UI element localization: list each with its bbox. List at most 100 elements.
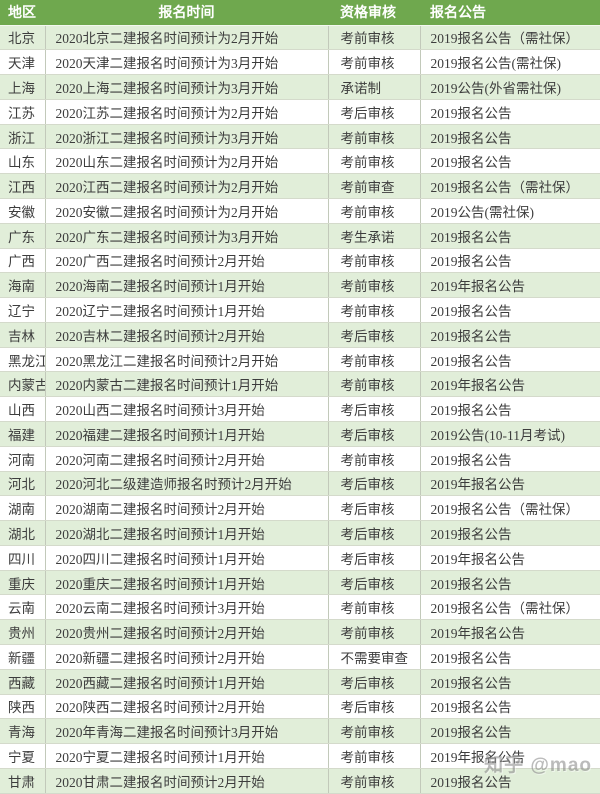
cell-time: 2020重庆二建报名时间预计1月开始 [45, 570, 329, 596]
cell-region: 湖北 [0, 520, 46, 546]
table-row: 天津 2020天津二建报名时间预计为3月开始 考前审核 2019报名公告(需社保… [0, 49, 600, 76]
cell-region: 重庆 [0, 570, 46, 596]
cell-notice: 2019年报名公告 [420, 619, 600, 646]
cell-region: 福建 [0, 421, 46, 447]
cell-time: 2020福建二建报名时间预计1月开始 [45, 421, 329, 447]
cell-region: 青海 [0, 718, 46, 745]
cell-notice: 2019报名公告(需社保) [420, 49, 600, 76]
cell-time: 2020天津二建报名时间预计为3月开始 [45, 49, 329, 76]
cell-notice: 2019公告(外省需社保) [420, 74, 600, 100]
cell-time: 2020湖南二建报名时间预计2月开始 [45, 495, 329, 522]
cell-region: 广西 [0, 248, 46, 274]
column-header-region: 地区 [0, 0, 45, 26]
table-row: 广西 2020广西二建报名时间预计2月开始 考前审核 2019报名公告 [0, 248, 600, 274]
cell-region: 山西 [0, 396, 46, 422]
cell-notice: 2019报名公告 [420, 570, 600, 596]
cell-notice: 2019年报名公告 [420, 545, 600, 571]
cell-review: 考后审核 [328, 396, 421, 422]
cell-notice: 2019报名公告 [420, 148, 600, 175]
cell-notice: 2019报名公告 [420, 99, 600, 125]
cell-region: 湖南 [0, 495, 46, 522]
column-header-review: 资格审核 [328, 0, 420, 26]
cell-notice: 2019报名公告 [420, 248, 600, 274]
table-row: 重庆 2020重庆二建报名时间预计1月开始 考后审核 2019报名公告 [0, 570, 600, 596]
cell-review: 考前审核 [328, 743, 421, 769]
cell-region: 贵州 [0, 619, 46, 646]
table-row: 海南 2020海南二建报名时间预计1月开始 考前审核 2019年报名公告 [0, 272, 600, 299]
cell-notice: 2019年报名公告 [420, 471, 600, 497]
cell-review: 考前审核 [328, 272, 421, 299]
cell-review: 考前审查 [328, 173, 421, 199]
cell-time: 2020四川二建报名时间预计1月开始 [45, 545, 329, 571]
table-row: 云南 2020云南二建报名时间预计3月开始 考前审核 2019报名公告（需社保） [0, 594, 600, 621]
cell-region: 宁夏 [0, 743, 46, 769]
cell-region: 浙江 [0, 124, 46, 150]
cell-review: 考后审核 [328, 520, 421, 546]
table-row: 内蒙古 2020内蒙古二建报名时间预计1月开始 考前审核 2019年报名公告 [0, 371, 600, 398]
cell-review: 考后审核 [328, 545, 421, 571]
cell-time: 2020河南二建报名时间预计2月开始 [45, 446, 329, 472]
table-row: 宁夏 2020宁夏二建报名时间预计1月开始 考前审核 2019年报名公告 [0, 743, 600, 769]
cell-review: 考后审核 [328, 694, 421, 720]
cell-notice: 2019公告(10-11月考试) [420, 421, 600, 447]
cell-review: 考前审核 [328, 347, 421, 373]
table-row: 黑龙江 2020黑龙江二建报名时间预计2月开始 考前审核 2019报名公告 [0, 347, 600, 373]
cell-notice: 2019年报名公告 [420, 743, 600, 769]
column-header-notice: 报名公告 [420, 0, 600, 26]
cell-review: 考前审核 [328, 371, 421, 398]
cell-region: 河南 [0, 446, 46, 472]
table-row: 福建 2020福建二建报名时间预计1月开始 考后审核 2019公告(10-11月… [0, 421, 600, 447]
cell-review: 承诺制 [328, 74, 421, 100]
header-row: 地区 报名时间 资格审核 报名公告 [0, 0, 600, 26]
table-row: 安徽 2020安徽二建报名时间预计为2月开始 考前审核 2019公告(需社保) [0, 198, 600, 224]
cell-time: 2020吉林二建报名时间预计2月开始 [45, 322, 329, 348]
cell-time: 2020内蒙古二建报名时间预计1月开始 [45, 371, 329, 398]
cell-region: 内蒙古 [0, 371, 46, 398]
cell-notice: 2019报名公告（需社保） [420, 173, 600, 199]
cell-review: 考前审核 [328, 594, 421, 621]
cell-time: 2020江苏二建报名时间预计为2月开始 [45, 99, 329, 125]
cell-time: 2020北京二建报名时间预计为2月开始 [45, 25, 329, 51]
cell-region: 黑龙江 [0, 347, 46, 373]
cell-region: 云南 [0, 594, 46, 621]
table-row: 上海 2020上海二建报名时间预计为3月开始 承诺制 2019公告(外省需社保) [0, 74, 600, 100]
cell-review: 考生承诺 [328, 223, 421, 249]
table-row: 江苏 2020江苏二建报名时间预计为2月开始 考后审核 2019报名公告 [0, 99, 600, 125]
table-row: 山西 2020山西二建报名时间预计3月开始 考后审核 2019报名公告 [0, 396, 600, 422]
cell-review: 考前审核 [328, 25, 421, 51]
cell-notice: 2019报名公告 [420, 446, 600, 472]
cell-review: 考后审核 [328, 471, 421, 497]
cell-time: 2020云南二建报名时间预计3月开始 [45, 594, 329, 621]
cell-review: 考前审核 [328, 124, 421, 150]
cell-notice: 2019年报名公告 [420, 272, 600, 299]
cell-region: 吉林 [0, 322, 46, 348]
table-row: 江西 2020江西二建报名时间预计为2月开始 考前审查 2019报名公告（需社保… [0, 173, 600, 199]
cell-region: 新疆 [0, 644, 46, 670]
table-row: 湖北 2020湖北二建报名时间预计1月开始 考后审核 2019报名公告 [0, 520, 600, 546]
cell-time: 2020海南二建报名时间预计1月开始 [45, 272, 329, 299]
table-row: 辽宁 2020辽宁二建报名时间预计1月开始 考前审核 2019报名公告 [0, 297, 600, 323]
cell-region: 海南 [0, 272, 46, 299]
cell-notice: 2019报名公告（需社保） [420, 495, 600, 522]
cell-review: 考前审核 [328, 446, 421, 472]
table-row: 新疆 2020新疆二建报名时间预计2月开始 不需要审查 2019报名公告 [0, 644, 600, 670]
cell-review: 考后审核 [328, 421, 421, 447]
cell-notice: 2019报名公告（需社保） [420, 594, 600, 621]
cell-region: 辽宁 [0, 297, 46, 323]
table-row: 四川 2020四川二建报名时间预计1月开始 考后审核 2019年报名公告 [0, 545, 600, 571]
cell-time: 2020广西二建报名时间预计2月开始 [45, 248, 329, 274]
cell-time: 2020新疆二建报名时间预计2月开始 [45, 644, 329, 670]
cell-time: 2020湖北二建报名时间预计1月开始 [45, 520, 329, 546]
cell-review: 考后审核 [328, 322, 421, 348]
cell-time: 2020贵州二建报名时间预计2月开始 [45, 619, 329, 646]
table-row: 北京 2020北京二建报名时间预计为2月开始 考前审核 2019报名公告（需社保… [0, 25, 600, 51]
cell-time: 2020河北二级建造师报名时预计2月开始 [45, 471, 329, 497]
cell-notice: 2019报名公告 [420, 644, 600, 670]
cell-review: 考前审核 [328, 768, 421, 794]
cell-region: 四川 [0, 545, 46, 571]
cell-time: 2020上海二建报名时间预计为3月开始 [45, 74, 329, 100]
cell-time: 2020辽宁二建报名时间预计1月开始 [45, 297, 329, 323]
column-header-time: 报名时间 [45, 0, 328, 26]
cell-notice: 2019报名公告 [420, 768, 600, 794]
cell-region: 北京 [0, 25, 46, 51]
